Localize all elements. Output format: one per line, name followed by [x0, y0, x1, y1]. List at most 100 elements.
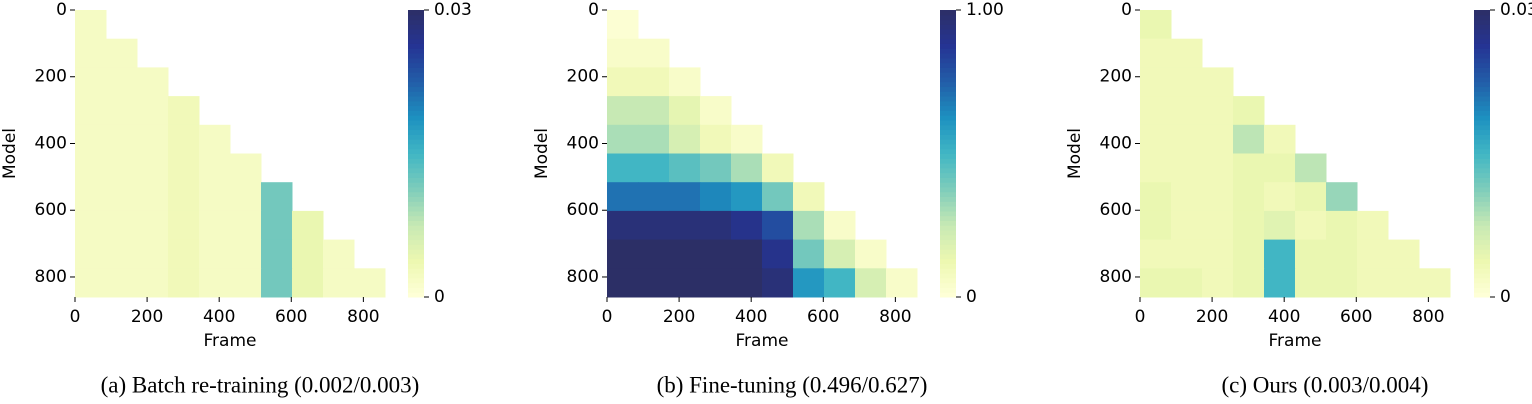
- colorbar-segment: [408, 43, 424, 49]
- heatmap-cell: [607, 182, 639, 212]
- colorbar-segment: [940, 225, 956, 231]
- colorbar-segment: [940, 239, 956, 245]
- colorbar-segment: [1474, 292, 1490, 298]
- colorbar-segment: [940, 129, 956, 135]
- heatmap-cell: [1202, 182, 1234, 212]
- heatmap-cell: [230, 210, 262, 241]
- y-tick-label: 600: [1100, 200, 1132, 220]
- heatmap-cell: [199, 153, 231, 183]
- colorbar-segment: [408, 115, 424, 121]
- colorbar-segment: [940, 72, 956, 78]
- colorbar-segment: [1474, 38, 1490, 44]
- colorbar-segment: [940, 210, 956, 217]
- heatmap-cell: [75, 239, 107, 269]
- y-tick-label: 200: [1100, 67, 1132, 87]
- colorbar-segment: [940, 81, 956, 88]
- heatmap-cell: [106, 38, 138, 68]
- heatmap-cell: [1388, 239, 1420, 269]
- colorbar-segment: [1474, 100, 1490, 107]
- colorbar-segment: [408, 72, 424, 78]
- heatmap-cell: [168, 182, 200, 212]
- colorbar-segment: [1474, 277, 1490, 284]
- heatmap-cell: [638, 210, 670, 241]
- heatmap-cell: [1171, 38, 1203, 68]
- colorbar-segment: [940, 201, 956, 207]
- x-tick-label: 400: [735, 307, 767, 327]
- heatmap-cell: [323, 268, 355, 298]
- heatmap-cell: [669, 182, 701, 212]
- heatmap-cell: [1388, 268, 1420, 298]
- colorbar-segment: [1474, 10, 1490, 16]
- heatmap-cell: [607, 96, 639, 126]
- heatmap-cell: [75, 153, 107, 183]
- x-tick-label: 800: [1412, 307, 1444, 327]
- heatmap-cell: [230, 153, 262, 183]
- colorbar-segment: [940, 220, 956, 226]
- heatmap-cell: [1233, 268, 1265, 298]
- colorbar-segment: [408, 91, 424, 97]
- y-tick-label: 800: [567, 267, 599, 287]
- heatmap-cell: [731, 239, 763, 269]
- heatmap-cell: [1264, 124, 1296, 154]
- heatmap-cell: [700, 153, 732, 183]
- colorbar-segment: [408, 191, 424, 198]
- heatmap-cell: [1202, 153, 1234, 183]
- colorbar-segment: [1474, 230, 1490, 236]
- colorbar-segment: [408, 220, 424, 226]
- heatmap-cell: [292, 268, 324, 298]
- heatmap-cell: [700, 182, 732, 212]
- heatmap-cell: [1419, 268, 1451, 298]
- colorbar-segment: [1474, 115, 1490, 121]
- colorbar-segment: [940, 76, 956, 83]
- heatmap-cell: [762, 182, 794, 212]
- colorbar-segment: [1474, 201, 1490, 207]
- colorbar-segment: [408, 29, 424, 35]
- heatmap-cell: [824, 210, 856, 241]
- colorbar-segment: [940, 196, 956, 202]
- heatmap-cell: [824, 268, 856, 298]
- heatmap-cell: [168, 124, 200, 154]
- heatmap-cell: [731, 124, 763, 154]
- heatmap-cell: [793, 210, 825, 241]
- heatmap-cell: [137, 124, 169, 154]
- y-axis-label: Model: [0, 128, 20, 179]
- colorbar-segment: [408, 215, 424, 221]
- y-tick-label: 0: [1121, 0, 1132, 20]
- heatmap-cell: [607, 210, 639, 241]
- colorbar-segment: [1474, 14, 1490, 21]
- heatmap-cell: [75, 38, 107, 68]
- colorbar-segment: [408, 143, 424, 150]
- heatmap-cell: [1357, 210, 1389, 241]
- heatmap-cell: [1233, 124, 1265, 154]
- colorbar-segment: [940, 268, 956, 274]
- colorbar-segment: [1474, 234, 1490, 241]
- colorbar-segment: [940, 115, 956, 121]
- x-tick-label: 600: [807, 307, 839, 327]
- x-tick-label: 800: [879, 307, 911, 327]
- heatmap-cell: [1140, 124, 1172, 154]
- colorbar-segment: [1474, 19, 1490, 25]
- heatmap-cell: [1326, 239, 1358, 269]
- colorbar-segment: [408, 210, 424, 217]
- y-tick-label: 800: [35, 267, 67, 287]
- colorbar-segment: [940, 158, 956, 164]
- heatmap-cell: [1171, 210, 1203, 241]
- heatmap-cell: [638, 96, 670, 126]
- y-tick-label: 800: [1100, 267, 1132, 287]
- colorbar-segment: [408, 263, 424, 269]
- colorbar-segment: [940, 43, 956, 49]
- heatmap-cell: [199, 239, 231, 269]
- heatmap-cell: [106, 182, 138, 212]
- colorbar-segment: [408, 33, 424, 40]
- heatmap-cell: [700, 210, 732, 241]
- colorbar-segment: [408, 148, 424, 154]
- heatmap-cell: [1140, 210, 1172, 241]
- x-axis-label: Frame: [204, 331, 257, 351]
- x-axis-label: Frame: [736, 331, 789, 351]
- heatmap-cell: [137, 268, 169, 298]
- colorbar-segment: [408, 10, 424, 16]
- heatmap-cell: [855, 239, 887, 269]
- heatmap-cell: [700, 239, 732, 269]
- colorbar-segment: [940, 139, 956, 145]
